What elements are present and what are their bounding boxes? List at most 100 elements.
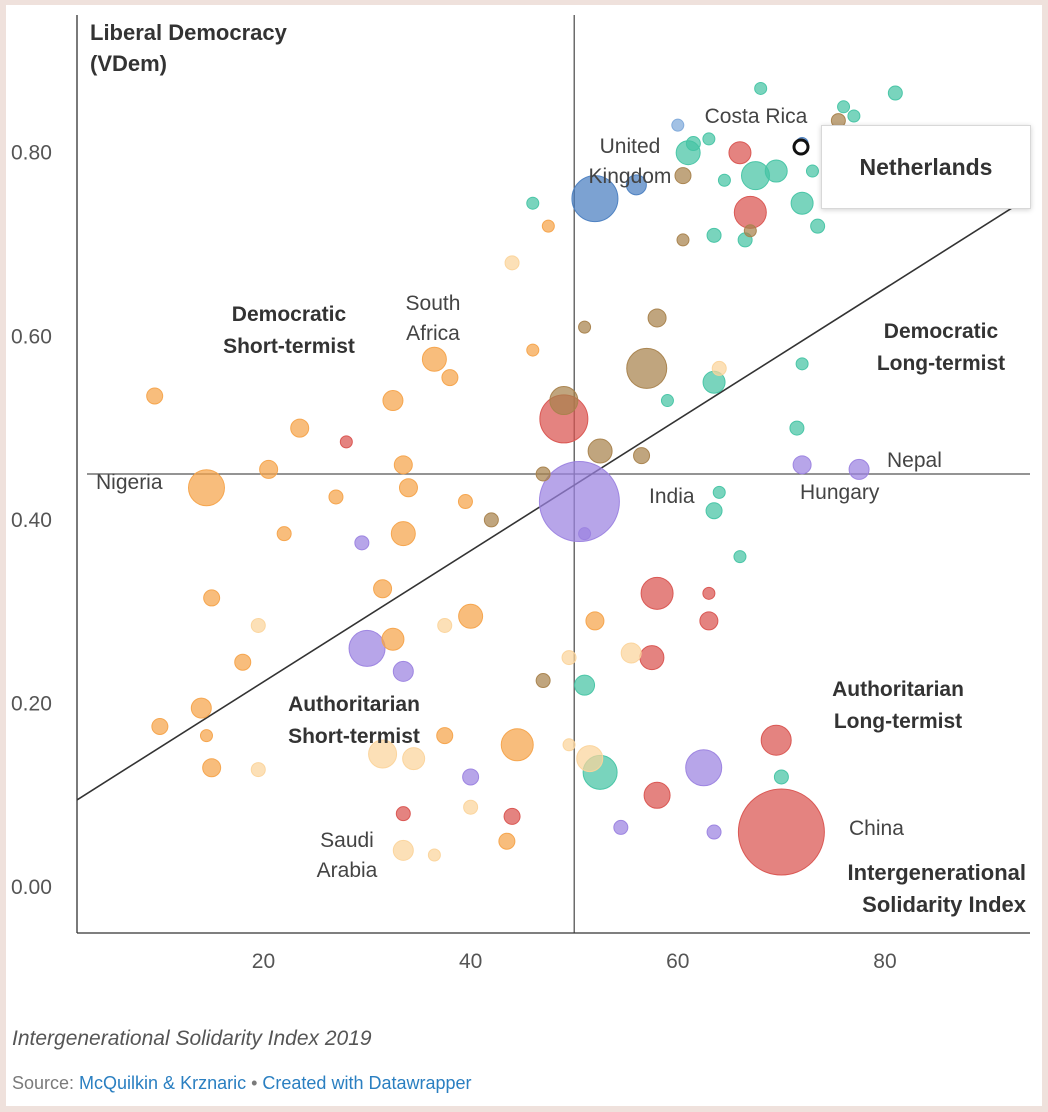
data-point xyxy=(676,233,690,247)
data-point xyxy=(743,224,757,238)
y-tick-label: 0.00 xyxy=(11,876,52,899)
data-point xyxy=(837,100,851,114)
data-point xyxy=(354,535,370,551)
data-point xyxy=(339,435,353,449)
data-point xyxy=(671,118,685,132)
annotations: Liberal Democracy (VDem) Intergenerational… xyxy=(90,20,1027,917)
data-point xyxy=(276,526,292,542)
data-point xyxy=(437,617,453,633)
x-tick-label: 40 xyxy=(459,950,482,973)
tooltip-netherlands: Netherlands xyxy=(821,125,1031,209)
data-point xyxy=(805,164,819,178)
data-point xyxy=(421,346,447,372)
data-point xyxy=(737,788,825,876)
data-point xyxy=(199,729,213,743)
data-point xyxy=(587,438,613,464)
data-point xyxy=(626,347,668,389)
data-point xyxy=(250,762,266,778)
data-point xyxy=(633,447,651,465)
data-point xyxy=(643,781,671,809)
quadrant-label: Long-termist xyxy=(834,710,962,733)
y-axis-title-line1: Liberal Democracy xyxy=(90,20,288,45)
data-point xyxy=(561,650,577,666)
data-point xyxy=(392,660,414,682)
y-tick-label: 0.40 xyxy=(11,509,52,532)
data-point xyxy=(202,758,222,778)
country-label: Nigeria xyxy=(96,471,163,494)
data-point xyxy=(538,461,620,543)
data-point xyxy=(348,629,386,667)
x-tick-label: 80 xyxy=(873,950,896,973)
data-point xyxy=(754,81,768,95)
data-point xyxy=(390,521,416,547)
data-point xyxy=(733,195,767,229)
country-label: Arabia xyxy=(317,859,378,882)
data-point xyxy=(187,469,225,507)
country-label: China xyxy=(849,817,904,840)
country-label: South xyxy=(406,292,461,315)
data-point xyxy=(463,799,479,815)
source-link[interactable]: McQuilkin & Krznaric xyxy=(79,1073,247,1093)
data-point xyxy=(393,455,413,475)
data-point xyxy=(625,174,647,196)
data-point xyxy=(613,819,629,835)
quadrant-label: Short-termist xyxy=(223,335,355,358)
data-point xyxy=(712,485,726,499)
country-label: Costa Rica xyxy=(705,105,808,128)
x-tick-label: 60 xyxy=(666,950,689,973)
data-point xyxy=(795,357,809,371)
data-point xyxy=(790,191,814,215)
data-point xyxy=(585,611,605,631)
data-point xyxy=(674,167,692,185)
data-point xyxy=(526,343,540,357)
data-point xyxy=(535,466,551,482)
data-point xyxy=(328,489,344,505)
data-point xyxy=(576,745,604,773)
data-point xyxy=(504,255,520,271)
country-label: Kingdom xyxy=(589,165,672,188)
country-label: Nepal xyxy=(887,449,942,472)
chart-card: 0.00 0.20 0.40 0.60 0.80 20 40 60 80 Liberal Dem… xyxy=(6,5,1042,1106)
data-point xyxy=(789,420,805,436)
data-point xyxy=(441,369,459,387)
source-line: Source: McQuilkin & Krznaric • Created w… xyxy=(12,1073,472,1094)
data-point xyxy=(259,459,279,479)
data-point xyxy=(887,85,903,101)
quadrant-label: Democratic xyxy=(884,320,999,343)
data-point xyxy=(436,727,454,745)
data-point xyxy=(773,769,789,785)
chart-caption: Intergenerational Solidarity Index 2019 xyxy=(12,1027,372,1050)
source-prefix: Source: xyxy=(12,1073,80,1093)
data-point xyxy=(458,603,484,629)
data-point xyxy=(685,749,723,787)
data-point xyxy=(711,360,727,376)
datawrapper-link[interactable]: Created with Datawrapper xyxy=(262,1073,472,1093)
y-tick-label: 0.60 xyxy=(11,325,52,348)
quadrant-label: Authoritarian xyxy=(288,693,420,716)
data-point xyxy=(503,807,521,825)
source-separator: • xyxy=(246,1073,263,1093)
highlight-marker xyxy=(792,138,810,156)
data-points xyxy=(146,81,903,876)
data-point xyxy=(290,418,310,438)
country-label: United xyxy=(600,135,661,158)
data-point xyxy=(500,728,534,762)
data-point xyxy=(578,320,592,334)
data-point xyxy=(462,768,480,786)
data-point xyxy=(535,673,551,689)
data-point xyxy=(549,386,579,416)
x-tick-label: 20 xyxy=(252,950,275,973)
data-point xyxy=(146,387,164,405)
data-point xyxy=(728,141,752,165)
data-point xyxy=(848,458,870,480)
data-point xyxy=(203,589,221,607)
data-point xyxy=(373,579,393,599)
axes: 0.00 0.20 0.40 0.60 0.80 20 40 60 80 xyxy=(11,15,1030,973)
data-point xyxy=(640,576,674,610)
data-point xyxy=(398,478,418,498)
country-label: India xyxy=(649,485,695,508)
quadrant-label: Short-termist xyxy=(288,725,420,748)
data-point xyxy=(810,218,826,234)
data-point xyxy=(151,717,169,735)
data-point xyxy=(702,132,716,146)
